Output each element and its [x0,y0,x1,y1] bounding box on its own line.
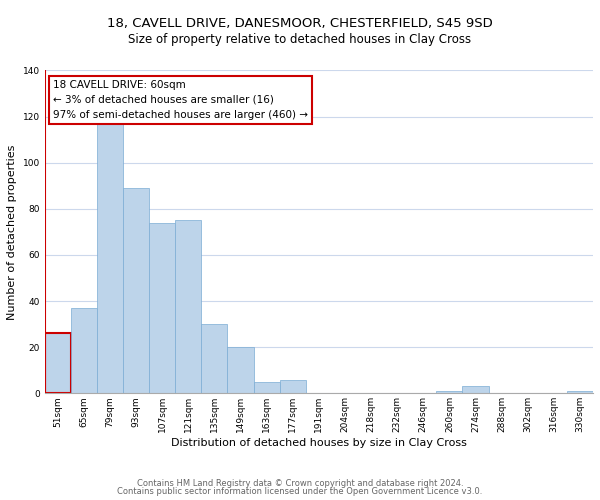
Bar [175,220,202,394]
Text: Contains HM Land Registry data © Crown copyright and database right 2024.: Contains HM Land Registry data © Crown c… [137,478,463,488]
Bar [436,391,463,394]
Bar [280,380,306,394]
Bar [463,386,488,394]
X-axis label: Distribution of detached houses by size in Clay Cross: Distribution of detached houses by size … [171,438,467,448]
Y-axis label: Number of detached properties: Number of detached properties [7,144,17,320]
Bar [71,308,97,394]
Text: Size of property relative to detached houses in Clay Cross: Size of property relative to detached ho… [128,32,472,46]
Bar [97,121,123,394]
Bar [254,382,280,394]
Text: 18, CAVELL DRIVE, DANESMOOR, CHESTERFIELD, S45 9SD: 18, CAVELL DRIVE, DANESMOOR, CHESTERFIEL… [107,18,493,30]
Text: 18 CAVELL DRIVE: 60sqm
← 3% of detached houses are smaller (16)
97% of semi-deta: 18 CAVELL DRIVE: 60sqm ← 3% of detached … [53,80,308,120]
Bar [44,334,71,394]
Bar [567,391,593,394]
Bar [227,347,254,394]
Bar [149,222,175,394]
Bar [202,324,227,394]
Bar [123,188,149,394]
Text: Contains public sector information licensed under the Open Government Licence v3: Contains public sector information licen… [118,487,482,496]
